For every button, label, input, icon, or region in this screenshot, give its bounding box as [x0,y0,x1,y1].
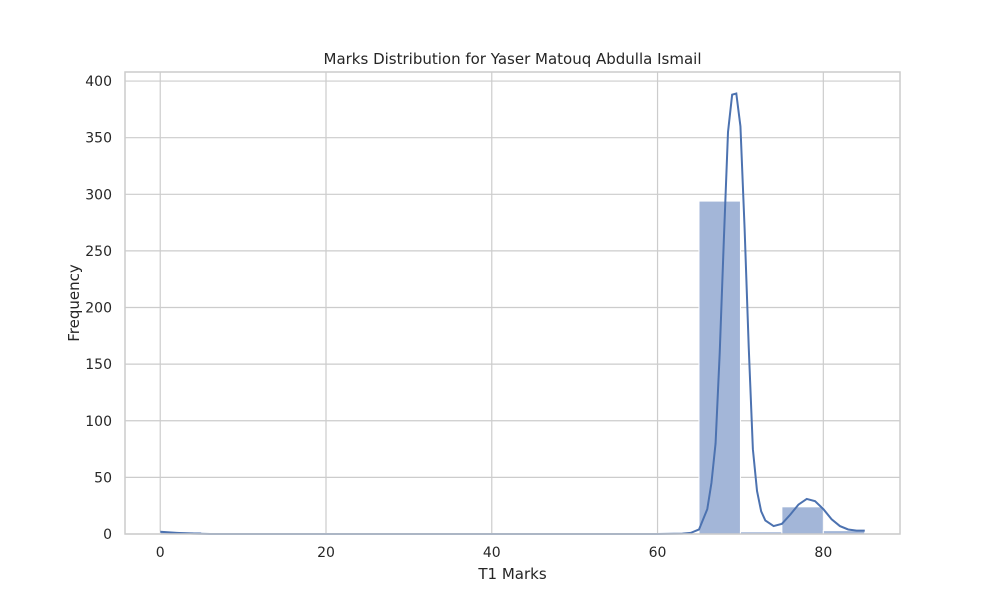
x-tick-label: 20 [317,545,335,561]
y-tick-label: 250 [85,244,112,260]
y-tick-label: 0 [103,527,112,543]
y-tick-label: 100 [85,414,112,430]
y-tick-label: 300 [85,187,112,203]
x-tick-label: 80 [814,545,832,561]
y-tick-label: 200 [85,301,112,317]
y-axis-ticks: 0 50 100 150 200 250 300 350 400 [85,74,112,543]
y-tick-label: 350 [85,131,112,147]
histogram-bars [159,200,866,535]
y-tick-label: 150 [85,357,112,373]
x-tick-label: 40 [483,545,501,561]
chart-title: Marks Distribution for Yaser Matouq Abdu… [324,50,702,68]
histogram-bar [781,506,824,535]
y-tick-label: 400 [85,74,112,90]
y-axis-label: Frequency [65,264,83,342]
y-tick-label: 50 [94,470,112,486]
x-tick-label: 0 [156,545,165,561]
x-tick-label: 60 [649,545,667,561]
plot-frame [124,71,901,535]
grid-lines [125,72,900,535]
kde-density-line [160,92,865,535]
x-axis-label: T1 Marks [477,565,546,583]
x-axis-ticks: 0 20 40 60 80 [156,545,832,561]
